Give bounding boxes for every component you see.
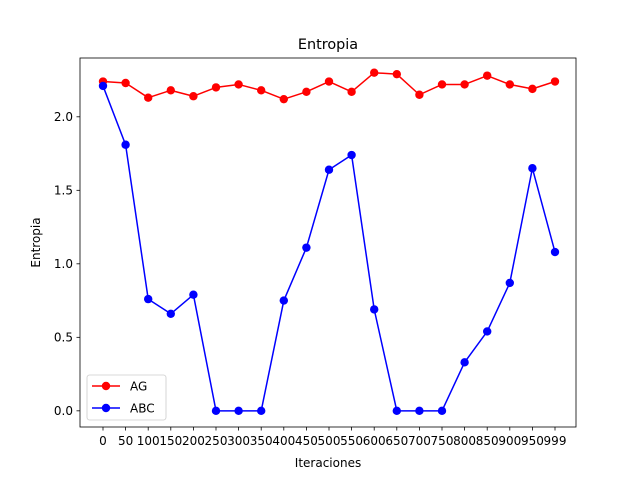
data-point [166, 86, 175, 95]
y-axis-label: Entropia [29, 217, 43, 267]
x-tick-label: 850 [476, 434, 499, 448]
data-point [189, 92, 198, 101]
data-point [144, 93, 153, 102]
data-point [98, 81, 108, 91]
data-point [392, 406, 401, 416]
data-point [324, 77, 334, 86]
data-point [347, 87, 356, 97]
legend-entry-abc: ABC [92, 401, 155, 415]
legend: AG ABC [86, 374, 167, 421]
x-tick-label: 400 [272, 434, 295, 448]
series-ag [98, 68, 560, 104]
data-point [211, 83, 221, 92]
data-point [121, 78, 130, 88]
y-tick-label: 0.5 [54, 331, 73, 345]
x-tick-label: 700 [408, 434, 431, 448]
y-tick-label: 1.5 [54, 184, 73, 198]
data-point [279, 296, 288, 305]
data-point [257, 86, 266, 95]
y-tick-label: 0.0 [54, 404, 73, 418]
data-point [550, 247, 560, 257]
legend-marker [101, 403, 111, 413]
data-point [505, 80, 514, 89]
data-point [437, 406, 447, 416]
data-point [324, 165, 334, 174]
data-point [528, 164, 537, 173]
x-tick-label: 500 [318, 434, 341, 448]
data-point [144, 294, 153, 304]
y-axis: 0.0 0.5 1.0 1.5 2.0 [54, 110, 80, 418]
data-point [257, 406, 266, 416]
data-point [234, 406, 243, 416]
legend-label: AG [130, 379, 147, 393]
x-tick-label: 100 [137, 434, 160, 448]
data-point [505, 278, 514, 288]
series-layer [98, 68, 560, 416]
x-tick-label: 650 [385, 434, 408, 448]
data-point [415, 90, 424, 99]
data-point [437, 80, 447, 89]
x-tick-label: 50 [118, 434, 133, 448]
x-tick-label: 150 [159, 434, 182, 448]
x-tick-label: 600 [363, 434, 386, 448]
x-tick-label: 300 [227, 434, 250, 448]
legend-label: ABC [130, 401, 155, 415]
data-point [460, 80, 469, 89]
x-axis-label: Iteraciones [295, 456, 361, 470]
data-point [302, 243, 311, 252]
x-tick-label: 950 [521, 434, 544, 448]
data-point [460, 358, 469, 367]
x-tick-label: 450 [295, 434, 318, 448]
data-point [370, 68, 379, 77]
x-tick-label: 750 [431, 434, 454, 448]
y-tick-label: 1.0 [54, 257, 73, 271]
x-tick-label: 350 [250, 434, 273, 448]
chart-title: Entropia [298, 37, 358, 53]
data-point [166, 309, 175, 319]
data-point [189, 290, 198, 299]
data-point [550, 77, 560, 86]
x-tick-label: 900 [498, 434, 521, 448]
data-point [483, 327, 492, 336]
x-tick-label: 250 [205, 434, 228, 448]
x-tick-label: 800 [453, 434, 476, 448]
y-tick-label: 2.0 [54, 110, 73, 124]
data-point [347, 150, 356, 160]
data-point [302, 87, 311, 97]
data-point [370, 305, 379, 314]
x-tick-label: 550 [340, 434, 363, 448]
data-point [528, 84, 537, 94]
data-point [415, 406, 424, 416]
data-point [279, 94, 288, 104]
x-tick-label: 999 [544, 434, 567, 448]
series-abc [98, 81, 560, 416]
data-point [392, 69, 401, 79]
legend-marker [101, 381, 111, 391]
data-point [211, 406, 221, 416]
x-axis: 0 50 100 150 200 250 300 350 400 450 500 550 600 650 7… [99, 427, 566, 448]
x-tick-label: 200 [182, 434, 205, 448]
data-point [121, 140, 130, 149]
data-point [483, 71, 492, 80]
legend-entry-ag: AG [92, 379, 147, 393]
plot-frame [79, 57, 577, 428]
data-point [234, 80, 243, 89]
x-tick-label: 0 [99, 434, 107, 448]
series-line [102, 85, 556, 412]
